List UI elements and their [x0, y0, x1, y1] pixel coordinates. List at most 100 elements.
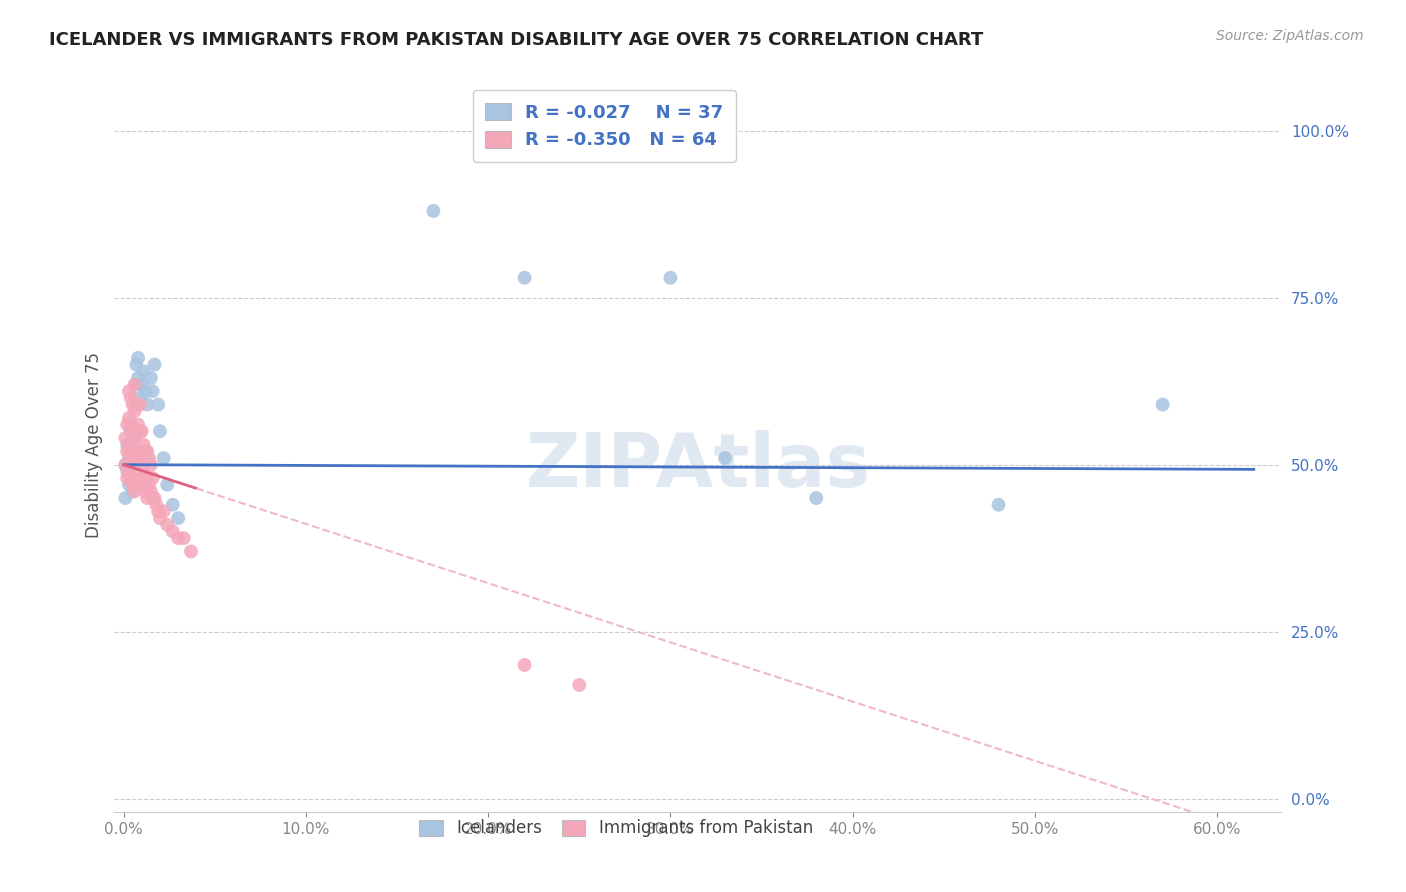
Point [114, 458, 136, 472]
Point [124, 431, 146, 445]
Point [124, 377, 146, 392]
Point [132, 464, 155, 478]
Point [115, 464, 138, 478]
Point [118, 411, 141, 425]
Point [136, 398, 159, 412]
Point [125, 377, 148, 392]
Point [659, 270, 682, 285]
Point [156, 517, 179, 532]
Point [127, 444, 149, 458]
Point [114, 491, 136, 505]
Point [118, 437, 141, 451]
Point [422, 204, 444, 219]
Point [129, 391, 152, 405]
Point [129, 477, 152, 491]
Point [125, 425, 148, 439]
Point [118, 464, 141, 478]
Point [115, 437, 138, 451]
Point [124, 458, 146, 472]
Point [134, 484, 156, 499]
Y-axis label: Disability Age Over 75: Disability Age Over 75 [86, 351, 103, 538]
Point [146, 398, 169, 412]
Point [121, 398, 143, 412]
Point [987, 498, 1010, 512]
Point [120, 417, 142, 432]
Point [134, 471, 156, 485]
Point [142, 384, 165, 399]
Point [513, 270, 536, 285]
Point [125, 450, 148, 465]
Point [173, 531, 195, 545]
Point [121, 477, 143, 491]
Point [124, 458, 146, 472]
Point [138, 477, 160, 491]
Point [129, 425, 152, 439]
Point [145, 498, 167, 512]
Point [121, 450, 143, 465]
Point [149, 425, 172, 439]
Point [132, 437, 155, 451]
Point [120, 471, 142, 485]
Point [118, 450, 141, 465]
Point [124, 431, 146, 445]
Point [114, 431, 136, 445]
Point [143, 358, 166, 372]
Point [139, 371, 162, 385]
Point [156, 477, 179, 491]
Legend: Icelanders, Immigrants from Pakistan: Icelanders, Immigrants from Pakistan [413, 813, 820, 844]
Point [127, 417, 149, 432]
Point [132, 477, 155, 491]
Point [115, 471, 138, 485]
Point [568, 678, 591, 692]
Point [121, 484, 143, 499]
Point [167, 531, 190, 545]
Point [124, 484, 146, 499]
Point [120, 425, 142, 439]
Point [143, 491, 166, 505]
Point [149, 511, 172, 525]
Point [129, 450, 152, 465]
Point [131, 471, 153, 485]
Point [127, 371, 149, 385]
Point [131, 377, 153, 392]
Point [115, 417, 138, 432]
Point [125, 398, 148, 412]
Point [139, 458, 162, 472]
Point [120, 391, 142, 405]
Point [132, 364, 155, 378]
Point [142, 491, 165, 505]
Point [120, 471, 142, 485]
Point [180, 544, 202, 558]
Point [127, 351, 149, 365]
Point [136, 471, 159, 485]
Point [121, 425, 143, 439]
Point [114, 458, 136, 472]
Point [134, 444, 156, 458]
Point [139, 484, 162, 499]
Point [118, 384, 141, 399]
Point [806, 491, 828, 505]
Point [124, 404, 146, 418]
Point [162, 524, 184, 539]
Point [136, 444, 159, 458]
Point [134, 384, 156, 399]
Point [127, 471, 149, 485]
Point [162, 498, 184, 512]
Point [115, 444, 138, 458]
Point [513, 658, 536, 673]
Point [131, 450, 153, 465]
Point [152, 504, 174, 518]
Point [152, 450, 174, 465]
Point [118, 477, 141, 491]
Point [129, 398, 152, 412]
Point [120, 444, 142, 458]
Text: Source: ZipAtlas.com: Source: ZipAtlas.com [1216, 29, 1364, 43]
Point [125, 477, 148, 491]
Point [131, 425, 153, 439]
Text: ZIPAtlas: ZIPAtlas [526, 430, 870, 503]
Point [1152, 398, 1174, 412]
Point [136, 491, 159, 505]
Point [167, 511, 190, 525]
Point [714, 450, 737, 465]
Text: ICELANDER VS IMMIGRANTS FROM PAKISTAN DISABILITY AGE OVER 75 CORRELATION CHART: ICELANDER VS IMMIGRANTS FROM PAKISTAN DI… [49, 31, 983, 49]
